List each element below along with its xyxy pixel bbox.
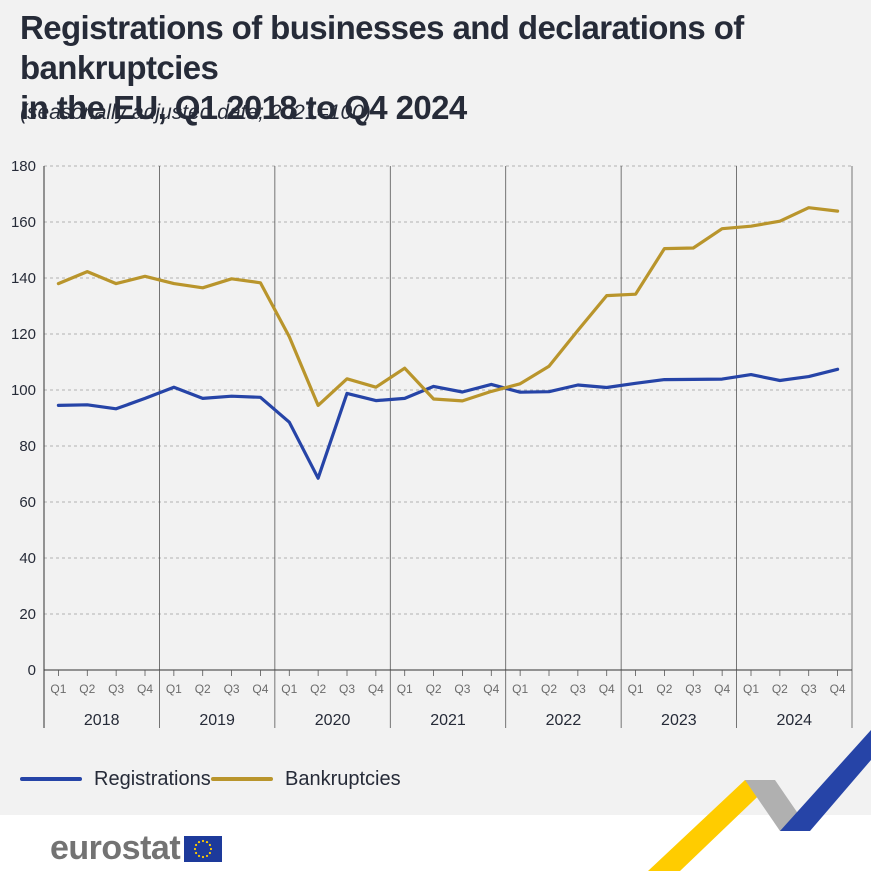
legend-label-registrations: Registrations [94,767,211,790]
flag-star-icon [194,847,197,850]
chart-title: Registrations of businesses and declarat… [20,8,860,128]
quarter-tick-label: Q2 [426,682,442,696]
quarter-tick-label: Q4 [137,682,153,696]
decorative-ribbon-icon [648,730,871,871]
year-label: 2022 [546,712,582,729]
y-tick-label: 160 [11,214,36,231]
y-tick-label: 0 [28,662,36,679]
quarter-tick-label: Q3 [339,682,355,696]
legend-item-registrations: Registrations [20,764,211,794]
quarter-tick-label: Q1 [743,682,759,696]
y-tick-label: 140 [11,270,36,287]
flag-star-icon [198,854,201,857]
year-label: 2018 [84,712,120,729]
flag-star-icon [206,854,209,857]
quarter-tick-label: Q2 [656,682,672,696]
quarter-tick-label: Q3 [685,682,701,696]
flag-star-icon [198,840,201,843]
quarter-tick-label: Q2 [79,682,95,696]
flag-star-icon [195,843,198,846]
y-tick-label: 80 [19,438,36,455]
legend-swatch-bankruptcies [211,777,273,781]
eurostat-wordmark: eurostat [50,829,181,867]
quarter-tick-label: Q4 [483,682,499,696]
legend-label-bankruptcies: Bankruptcies [285,767,401,790]
y-tick-label: 180 [11,158,36,175]
quarter-tick-label: Q2 [310,682,326,696]
quarter-tick-label: Q4 [830,682,846,696]
quarter-tick-label: Q3 [224,682,240,696]
line-chart: 0 20 40 60 80 100 120 140 160 180 Q1 Q2 Q3 Q4 Q1 Q2 Q3 Q4… [11,158,853,729]
y-tick-label: 40 [19,550,36,567]
flag-star-icon [206,840,209,843]
eurostat-logo: eurostat [50,829,223,868]
chart-title-line1: Registrations of businesses and declarat… [20,9,744,86]
year-label: 2020 [315,712,351,729]
quarter-tick-label: Q1 [512,682,528,696]
quarter-tick-label: Q2 [541,682,557,696]
y-tick-label: 20 [19,606,36,623]
quarter-tick-label: Q3 [570,682,586,696]
quarter-tick-label: Q4 [599,682,615,696]
flag-star-icon [202,855,205,858]
quarter-tick-label: Q3 [454,682,470,696]
quarter-tick-label: Q2 [195,682,211,696]
flag-star-icon [195,851,198,854]
series-line-bankruptcies [56,206,840,407]
quarter-tick-label: Q4 [368,682,384,696]
year-label: 2021 [430,712,466,729]
chart-panel [0,0,871,815]
flag-star-icon [210,847,213,850]
quarter-tick-label: Q1 [397,682,413,696]
quarter-tick-label: Q4 [252,682,268,696]
y-tick-label: 60 [19,494,36,511]
y-tick-label: 100 [11,382,36,399]
quarter-tick-label: Q3 [801,682,817,696]
y-tick-label: 120 [11,326,36,343]
flag-star-icon [208,851,212,854]
year-label: 2019 [199,712,235,729]
quarter-tick-label: Q2 [772,682,788,696]
quarter-tick-label: Q1 [281,682,297,696]
series-line-registrations [56,367,840,480]
flag-star-icon [208,843,212,846]
quarter-tick-label: Q1 [628,682,644,696]
quarter-tick-label: Q1 [166,682,182,696]
legend-swatch-registrations [20,777,82,781]
quarter-tick-label: Q4 [714,682,730,696]
quarter-tick-label: Q1 [50,682,66,696]
eu-flag-icon [184,835,223,862]
flag-star-icon [202,839,205,842]
chart-subtitle: (seasonally adjusted data; 2021=100) [20,101,371,124]
chart-title-line2: in the EU, Q1 2018 to Q4 2024 [20,89,467,126]
quarter-tick-label: Q3 [108,682,124,696]
legend-item-bankruptcies: Bankruptcies [211,764,401,794]
year-label: 2024 [776,712,812,729]
year-label: 2023 [661,712,697,729]
